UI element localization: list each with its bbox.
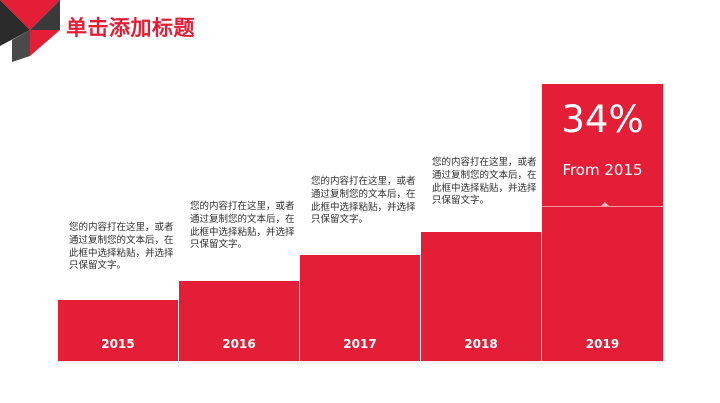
page-title: 单击添加标题 <box>66 16 195 40</box>
corner-decoration <box>0 0 60 62</box>
year-label: 2017 <box>343 337 377 351</box>
step-bar-2017: 2017 <box>300 255 420 361</box>
percent-value: 34% <box>561 98 644 141</box>
step-bar-2019: 34% From 2015 2019 <box>542 84 663 361</box>
year-label: 2015 <box>101 337 135 351</box>
step-bar-2018: 2018 <box>421 232 541 361</box>
from-label: From 2015 <box>562 161 643 179</box>
step-bar-2015: 2015 <box>58 300 178 361</box>
step-2016-description: 您的内容打在这里，或者通过复制您的文本后，在此框中选择粘贴，并选择只保留文字。 <box>190 201 295 251</box>
divider-notch <box>601 202 609 206</box>
step-2018-description: 您的内容打在这里，或者通过复制您的文本后，在此框中选择粘贴，并选择只保留文字。 <box>432 157 537 207</box>
step-bar-2016: 2016 <box>179 281 299 361</box>
step-2015-description: 您的内容打在这里，或者通过复制您的文本后，在此框中选择粘贴，并选择只保留文字。 <box>69 222 174 272</box>
divider-line <box>542 206 663 207</box>
year-label: 2016 <box>222 337 256 351</box>
year-label: 2018 <box>464 337 498 351</box>
step-2017-description: 您的内容打在这里，或者通过复制您的文本后，在此框中选择粘贴，并选择只保留文字。 <box>311 176 416 226</box>
year-label: 2019 <box>585 337 620 351</box>
